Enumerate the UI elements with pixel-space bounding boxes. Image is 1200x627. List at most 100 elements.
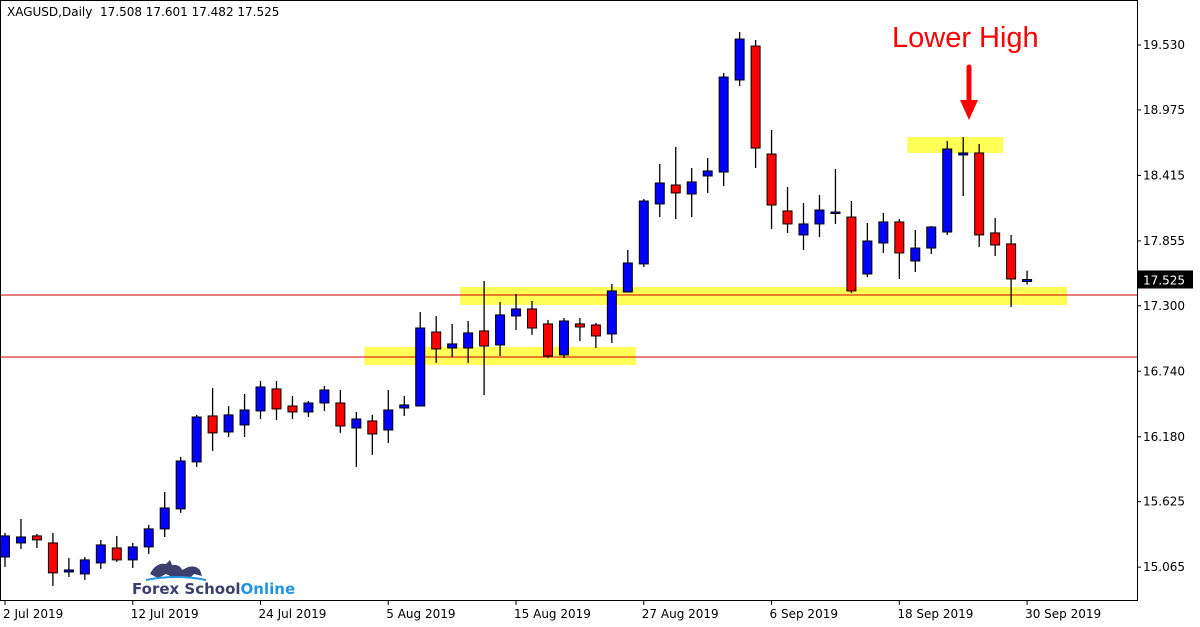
arrow-down-icon	[960, 64, 978, 120]
bull-candle-body	[79, 559, 90, 575]
bull-candle-body	[1022, 278, 1033, 282]
bear-candle-body	[574, 323, 585, 328]
bull-bear-icon	[146, 560, 206, 581]
y-tick-label: 17.300	[1143, 299, 1185, 313]
bear-candle-body	[431, 331, 442, 350]
candle-2019-07-17	[175, 456, 186, 513]
candle-2019-07-19	[207, 387, 218, 451]
bull-candle-body	[511, 308, 522, 317]
candle-2019-09-12	[830, 168, 841, 224]
bull-candle-body	[351, 418, 362, 429]
candle-2019-07-05	[47, 532, 58, 586]
bear-candle-body	[766, 153, 777, 206]
y-tick-label: 19.530	[1143, 38, 1185, 52]
candle-2019-08-20	[558, 317, 569, 358]
bear-candle-body	[287, 405, 298, 413]
candle-2019-08-01	[351, 411, 362, 467]
y-tick-label: 18.975	[1143, 103, 1185, 117]
lower-high-annotation: Lower High	[892, 22, 1039, 54]
candle-2019-07-10	[95, 539, 106, 569]
candle-2019-08-14	[495, 301, 506, 356]
bear-candle-body	[47, 542, 58, 574]
bull-candle-body	[175, 460, 186, 510]
bull-candle-body	[95, 544, 106, 564]
candle-2019-08-16	[527, 300, 538, 335]
candle-2019-08-05	[383, 389, 394, 443]
bull-candle-body	[255, 386, 266, 412]
bear-candle-body	[750, 45, 761, 149]
candle-2019-09-23	[942, 141, 953, 235]
candle-2019-07-11	[111, 535, 122, 562]
x-tick-label: 2 Jul 2019	[3, 607, 63, 621]
candle-2019-07-04	[31, 533, 42, 548]
candle-2019-07-24	[255, 380, 266, 419]
bull-candle-body	[654, 182, 665, 205]
ohlc-readout: 17.508 17.601 17.482 17.525	[99, 5, 280, 19]
x-tick-label: 18 Sep 2019	[897, 607, 973, 621]
bull-candle-body	[415, 327, 426, 407]
bear-candle-body	[590, 324, 601, 337]
candle-2019-07-12	[127, 542, 138, 568]
candle-2019-09-19	[910, 230, 921, 272]
bull-candle-body	[718, 76, 729, 173]
candle-2019-08-19	[542, 319, 553, 358]
bull-candle-body	[910, 247, 921, 262]
x-tick-label: 5 Aug 2019	[386, 607, 455, 621]
candle-2019-07-02	[0, 532, 10, 567]
candle-2019-07-26	[287, 395, 298, 419]
bear-candle-body	[111, 547, 122, 561]
bull-candle-body	[942, 148, 953, 233]
candle-2019-07-09	[79, 556, 90, 580]
bull-candle-body	[638, 200, 649, 265]
candle-2019-08-09	[447, 323, 458, 358]
bull-candle-body	[606, 290, 617, 335]
bull-candle-body	[463, 332, 474, 349]
plot-frame	[0, 0, 1138, 601]
current-price-label: 17.525	[1143, 273, 1185, 287]
bull-candle-body	[702, 170, 713, 177]
bull-candle-body	[558, 320, 569, 356]
candle-2019-09-10	[798, 203, 809, 251]
bear-candle-body	[335, 402, 346, 427]
candle-2019-09-30	[1022, 270, 1033, 285]
candle-2019-08-02	[367, 414, 378, 455]
candle-2019-08-28	[654, 163, 665, 218]
candle-2019-07-22	[223, 406, 234, 437]
bear-candle-body	[974, 152, 985, 236]
bear-candle-body	[542, 323, 553, 357]
candle-2019-08-29	[670, 146, 681, 220]
y-tick-label: 16.180	[1143, 430, 1185, 444]
current-price-tag	[1138, 270, 1193, 289]
candle-2019-08-30	[686, 168, 697, 218]
y-tick-label: 16.740	[1143, 364, 1185, 378]
logo-text-online: Online	[240, 580, 296, 598]
bear-candle-body	[1006, 243, 1017, 280]
bull-candle-body	[239, 409, 250, 426]
x-tick-label: 15 Aug 2019	[514, 607, 591, 621]
candle-2019-07-30	[319, 386, 330, 411]
bear-candle-body	[670, 184, 681, 194]
bull-candle-body	[15, 536, 26, 544]
bear-candle-body	[31, 535, 42, 541]
y-tick-label: 17.855	[1143, 234, 1185, 248]
x-tick-label: 12 Jul 2019	[131, 607, 199, 621]
bull-candle-body	[447, 343, 458, 349]
bear-candle-body	[479, 330, 490, 347]
candle-2019-07-31	[335, 389, 346, 433]
bear-candle-body	[782, 210, 793, 225]
candle-2019-09-16	[862, 222, 873, 278]
candle-2019-07-29	[303, 400, 314, 417]
candle-2019-08-13	[479, 280, 490, 396]
candle-2019-08-12	[463, 320, 474, 363]
symbol-label: XAGUSD,Daily	[7, 5, 93, 19]
candle-2019-09-06	[766, 130, 777, 229]
bull-candle-body	[223, 414, 234, 433]
candle-2019-09-02	[702, 157, 713, 193]
candle-2019-07-18	[191, 414, 202, 467]
candle-2019-09-03	[718, 72, 729, 187]
bull-candle-body	[0, 535, 10, 558]
bull-candle-body	[686, 181, 697, 195]
bear-candle-body	[894, 221, 905, 254]
bull-candle-body	[862, 240, 873, 275]
bull-candle-body	[734, 38, 745, 81]
